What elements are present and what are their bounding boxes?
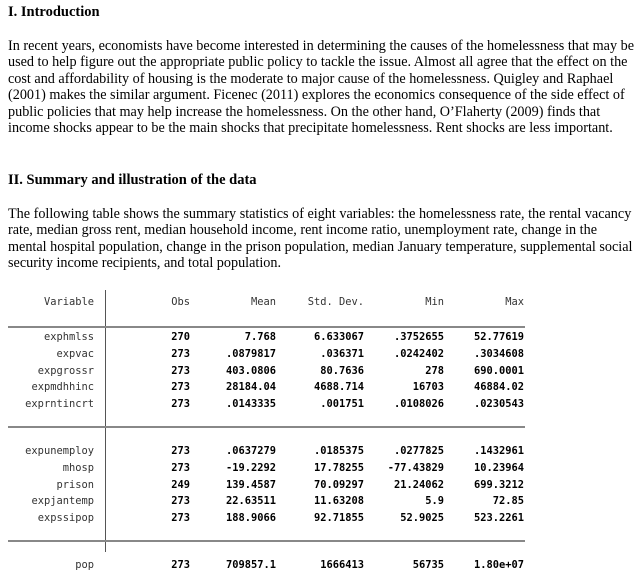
table-cell: .0108026 xyxy=(393,398,444,411)
table-cell: expmdhhinc xyxy=(31,381,94,394)
table-cell: mhosp xyxy=(62,461,94,474)
table-cell: 80.7636 xyxy=(320,364,364,377)
table-cell: 46884.02 xyxy=(473,381,524,394)
table-cell: 92.71855 xyxy=(313,512,364,525)
table-cell: 1666413 xyxy=(320,559,364,571)
table-cell: 690.0001 xyxy=(473,364,524,377)
table-cell: -19.2292 xyxy=(225,461,276,474)
column-header: Min xyxy=(425,296,444,308)
table-cell: 22.63511 xyxy=(225,495,276,508)
table-cell: .3752655 xyxy=(393,331,444,343)
table-cell: 273 xyxy=(171,347,190,360)
table-cell: 70.09297 xyxy=(313,478,364,491)
table-cell: 139.4587 xyxy=(225,478,276,491)
table-cell: 273 xyxy=(171,364,190,377)
table-cell: 273 xyxy=(171,559,190,571)
column-header: Variable xyxy=(43,296,94,308)
table-cell: .1432961 xyxy=(473,445,524,457)
table-cell: expjantemp xyxy=(31,495,94,508)
table-header-row: Variable Obs Mean Std. Dev. Min Max xyxy=(8,296,526,310)
table-cell: expgrossr xyxy=(37,364,94,377)
table-cell: 273 xyxy=(171,461,190,474)
table-cell: 72.85 xyxy=(492,495,524,508)
table-cell: 7.768 xyxy=(244,331,276,343)
table-cell: 273 xyxy=(171,445,190,457)
table-cell: 270 xyxy=(171,331,190,343)
table-cell: 273 xyxy=(171,381,190,394)
table-cell: 6.633067 xyxy=(313,331,364,343)
table-cell: .0185375 xyxy=(313,445,364,457)
table-row: expunemploy 273 .0637279 .0185375 .0277825 .1… xyxy=(8,445,526,459)
table-cell: 16703 xyxy=(412,381,444,394)
table-cell: expssipop xyxy=(37,512,94,525)
table-divider xyxy=(8,540,525,542)
table-cell: 4688.714 xyxy=(313,381,364,394)
table-cell: .036371 xyxy=(320,347,364,360)
table-cell: .0230543 xyxy=(473,398,524,411)
table-row: mhosp 273 -19.2292 17.78255 -77.43829 10.2396… xyxy=(8,462,526,476)
table-cell: 273 xyxy=(171,512,190,525)
table-cell: .0242402 xyxy=(393,347,444,360)
table-cell: 10.23964 xyxy=(473,461,524,474)
section-heading-summary: II. Summary and illustration of the data xyxy=(8,172,257,188)
table-vertical-divider xyxy=(105,290,106,552)
table-cell: 21.24062 xyxy=(393,478,444,491)
table-cell: expvac xyxy=(56,347,94,360)
table-cell: 278 xyxy=(425,364,444,377)
table-cell: prison xyxy=(56,478,94,491)
table-cell: 5.9 xyxy=(425,495,444,508)
table-cell: 52.77619 xyxy=(473,331,524,343)
table-cell: .0143335 xyxy=(225,398,276,411)
table-cell: exphmlss xyxy=(43,331,94,343)
table-cell: -77.43829 xyxy=(387,461,444,474)
table-cell: 188.9066 xyxy=(225,512,276,525)
table-row: expjantemp 273 22.63511 11.63208 5.9 72.85 xyxy=(8,495,526,509)
table-cell: 403.0806 xyxy=(225,364,276,377)
section-heading-introduction: I. Introduction xyxy=(8,4,100,20)
table-row: exprntincrt 273 .0143335 .001751 .0108026 .02… xyxy=(8,398,526,412)
table-cell: expunemploy xyxy=(25,445,94,457)
summary-statistics-table: Variable Obs Mean Std. Dev. Min Max exphmlss 27… xyxy=(8,290,526,571)
table-divider xyxy=(8,426,525,428)
column-header: Std. Dev. xyxy=(307,296,364,308)
table-cell: .0879817 xyxy=(225,347,276,360)
table-row: expgrossr 273 403.0806 80.7636 278 690.0001 xyxy=(8,365,526,379)
table-cell: exprntincrt xyxy=(25,398,94,411)
table-row: expvac 273 .0879817 .036371 .0242402 .3034608 xyxy=(8,348,526,362)
table-cell: 709857.1 xyxy=(225,559,276,571)
table-cell: .0277825 xyxy=(393,445,444,457)
table-cell: .001751 xyxy=(320,398,364,411)
table-row: expmdhhinc 273 28184.04 4688.714 16703 46884.… xyxy=(8,381,526,395)
table-divider xyxy=(8,326,525,328)
table-cell: pop xyxy=(75,559,94,571)
table-cell: 52.9025 xyxy=(400,512,444,525)
table-cell: 249 xyxy=(171,478,190,491)
table-cell: 28184.04 xyxy=(225,381,276,394)
table-row: prison 249 139.4587 70.09297 21.24062 699.321… xyxy=(8,479,526,493)
table-row: exphmlss 270 7.768 6.633067 .3752655 52.77619 xyxy=(8,331,526,345)
table-cell: 56735 xyxy=(412,559,444,571)
summary-paragraph: The following table shows the summary st… xyxy=(8,206,633,272)
introduction-paragraph: In recent years, economists have become … xyxy=(8,38,635,137)
table-row: pop 273 709857.1 1666413 56735 1.80e+07 xyxy=(8,559,526,573)
column-header: Obs xyxy=(171,296,190,308)
table-cell: .3034608 xyxy=(473,347,524,360)
table-cell: 1.80e+07 xyxy=(473,559,524,571)
table-cell: 699.3212 xyxy=(473,478,524,491)
table-cell: 11.63208 xyxy=(313,495,364,508)
column-header: Max xyxy=(505,296,524,308)
table-cell: 17.78255 xyxy=(313,461,364,474)
table-cell: 523.2261 xyxy=(473,512,524,525)
column-header: Mean xyxy=(250,296,276,308)
table-cell: 273 xyxy=(171,398,190,411)
table-cell: 273 xyxy=(171,495,190,508)
table-row: expssipop 273 188.9066 92.71855 52.9025 523.2… xyxy=(8,512,526,526)
table-cell: .0637279 xyxy=(225,445,276,457)
